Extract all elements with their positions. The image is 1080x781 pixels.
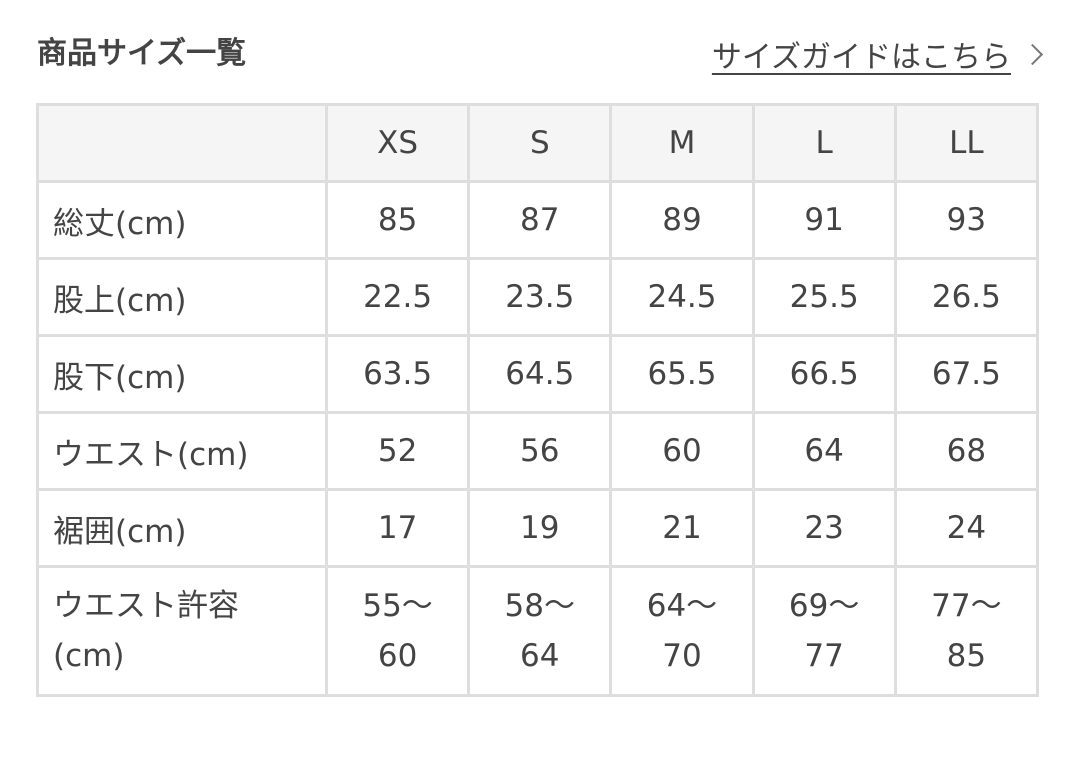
table-cell: 55〜60 <box>324 565 471 697</box>
table-cell: 93 <box>893 180 1040 260</box>
table-cell: 67.5 <box>893 334 1040 414</box>
table-cell: 22.5 <box>324 257 471 337</box>
row-label: 裾囲(cm) <box>36 488 328 568</box>
size-table: XS S M L LL 総丈(cm) 85 87 89 91 93 股上(cm) 22.5 23… <box>36 103 1040 697</box>
row-label: ウエスト(cm) <box>36 411 328 491</box>
table-cell: 26.5 <box>893 257 1040 337</box>
table-cell: 85 <box>324 180 471 260</box>
table-cell: 64〜70 <box>609 565 755 697</box>
table-cell: 17 <box>324 488 471 568</box>
table-cell: 63.5 <box>324 334 471 414</box>
table-cell: 91 <box>751 180 897 260</box>
table-cell: 60 <box>609 411 755 491</box>
table-row: 股上(cm) 22.5 23.5 24.5 25.5 26.5 <box>36 257 1040 337</box>
table-cell: 58〜64 <box>467 565 613 697</box>
size-header: L <box>751 103 897 183</box>
table-cell: 56 <box>467 411 613 491</box>
size-header: S <box>467 103 613 183</box>
table-cell: 66.5 <box>751 334 897 414</box>
size-header: M <box>609 103 755 183</box>
table-cell: 52 <box>324 411 471 491</box>
table-cell: 77〜85 <box>893 565 1040 697</box>
table-row: ウエスト許容(cm) 55〜60 58〜64 64〜70 69〜77 77〜85 <box>36 565 1040 697</box>
table-row: ウエスト(cm) 52 56 60 64 68 <box>36 411 1040 491</box>
table-cell: 64 <box>751 411 897 491</box>
size-header: XS <box>324 103 471 183</box>
table-cell: 68 <box>893 411 1040 491</box>
table-row: 総丈(cm) 85 87 89 91 93 <box>36 180 1040 260</box>
table-cell: 69〜77 <box>751 565 897 697</box>
table-row: 裾囲(cm) 17 19 21 23 24 <box>36 488 1040 568</box>
table-cell: 64.5 <box>467 334 613 414</box>
table-cell: 24.5 <box>609 257 755 337</box>
table-cell: 23 <box>751 488 897 568</box>
table-cell: 65.5 <box>609 334 755 414</box>
table-cell: 89 <box>609 180 755 260</box>
size-guide-link-text[interactable]: サイズガイドはこちら <box>711 40 1011 75</box>
table-cell: 23.5 <box>467 257 613 337</box>
page-title: 商品サイズ一覧 <box>37 36 247 71</box>
table-cell: 25.5 <box>751 257 897 337</box>
table-cell: 21 <box>609 488 755 568</box>
table-header-row: XS S M L LL <box>36 103 1040 183</box>
size-header: LL <box>893 103 1040 183</box>
row-label: 股上(cm) <box>36 257 328 337</box>
row-label: 総丈(cm) <box>36 180 328 260</box>
table-cell: 24 <box>893 488 1040 568</box>
table-cell: 87 <box>467 180 613 260</box>
table-row: 股下(cm) 63.5 64.5 65.5 66.5 67.5 <box>36 334 1040 414</box>
row-label: 股下(cm) <box>36 334 328 414</box>
size-guide-link[interactable]: サイズガイドはこちら <box>712 32 1046 76</box>
corner-cell <box>36 103 328 183</box>
chevron-right-icon <box>1021 43 1044 65</box>
row-label: ウエスト許容(cm) <box>36 565 328 697</box>
table-cell: 19 <box>467 488 613 568</box>
